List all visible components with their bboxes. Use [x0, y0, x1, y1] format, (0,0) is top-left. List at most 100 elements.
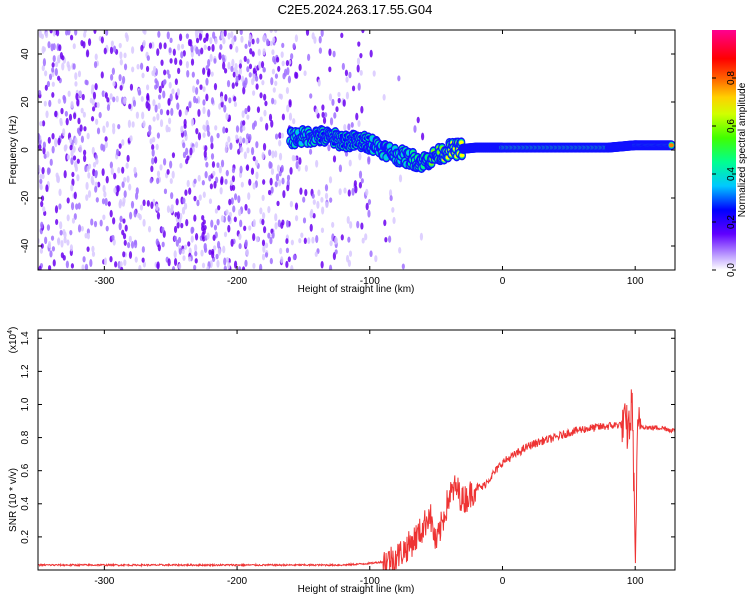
spectrogram-cell — [271, 97, 275, 105]
spectrogram-cell — [291, 154, 295, 162]
spectrogram-cell — [66, 214, 70, 222]
spectrogram-cell — [340, 234, 344, 241]
spectrogram-cell — [262, 179, 266, 185]
spectrogram-cell — [209, 183, 213, 190]
spectrogram-cell — [315, 108, 319, 115]
spectrogram-cell — [190, 58, 195, 66]
spectrogram-cell — [262, 48, 266, 56]
spectrogram-cell — [211, 250, 215, 259]
spectrogram-cell — [110, 73, 114, 81]
spectrogram-cell — [315, 235, 319, 244]
spectrogram-cell — [248, 63, 253, 70]
spectrogram-cell — [202, 106, 206, 115]
spectrogram-cell — [233, 101, 238, 108]
spectrogram-cell — [299, 187, 303, 195]
spectrogram-cell — [104, 136, 108, 142]
spectrogram-cell — [61, 62, 65, 71]
spectrogram-y-label: Frequency (Hz) — [8, 116, 19, 185]
spectrogram-cell — [110, 167, 114, 175]
spectrogram-cell — [72, 145, 76, 153]
spectrogram-cell — [96, 102, 100, 109]
spectrogram-cell — [194, 232, 199, 241]
spectrogram-cell — [74, 81, 78, 87]
spectrogram-cell — [194, 250, 198, 257]
spectrogram-cell — [181, 248, 185, 255]
spectrogram-cell — [346, 216, 350, 224]
spectrogram-cell — [38, 90, 42, 96]
spectrogram-cell — [126, 242, 131, 249]
spectrogram-cell — [138, 214, 142, 221]
spectrogram-cell — [165, 124, 169, 133]
spectrogram-cell — [169, 207, 173, 214]
spectrogram-cell — [289, 167, 293, 175]
spectrogram-cell — [146, 55, 150, 62]
spectrogram-cell — [41, 167, 45, 175]
spectrogram-cell — [173, 225, 178, 234]
spectrogram-cell — [360, 178, 364, 184]
spectrogram-cell — [344, 151, 349, 157]
spectrogram-cell — [320, 196, 324, 203]
spectrogram-cell — [82, 256, 86, 263]
spectrogram-cell — [131, 46, 135, 54]
spectrogram-cell — [91, 245, 95, 253]
y-tick-label: -20 — [20, 190, 31, 205]
spectrogram-cell — [87, 190, 92, 198]
y-tick-label: 0.6 — [20, 463, 31, 477]
spectrogram-cell — [178, 247, 182, 255]
spectrogram-cell — [223, 30, 227, 37]
spectrogram-cell — [115, 95, 119, 103]
spectrogram-cell — [218, 52, 222, 61]
spectrogram-cell — [121, 166, 125, 174]
spectrogram-cell — [274, 150, 278, 158]
spectrogram-cell — [367, 209, 371, 218]
spectrogram-cell — [261, 194, 265, 202]
spectrogram-cell — [201, 180, 205, 186]
spectrogram-cell — [154, 104, 158, 113]
spectrogram-cell — [149, 178, 153, 184]
spectrogram-cell — [52, 259, 56, 267]
spectrogram-cell — [77, 224, 82, 233]
y-tick-label: 1.0 — [20, 397, 31, 411]
spectrogram-cell — [265, 122, 269, 131]
spectrogram-cell — [184, 189, 188, 196]
spectrogram-cell — [294, 215, 299, 222]
spectrogram-cell — [184, 109, 188, 116]
spectrogram-cell — [227, 224, 231, 233]
spectrogram-cell — [213, 58, 217, 64]
spectrogram-cell — [458, 140, 464, 145]
spectrogram-cell — [151, 148, 155, 157]
spectrogram-cell — [214, 208, 218, 214]
spectrogram-cell — [57, 98, 61, 104]
spectrogram-cell — [238, 243, 242, 250]
spectrogram-cell — [151, 157, 155, 165]
spectrogram-cell — [223, 231, 228, 238]
spectrogram-cell — [58, 44, 62, 52]
spectrogram-cell — [136, 63, 140, 70]
spectrogram-cell — [93, 61, 98, 69]
spectrogram-cell — [46, 151, 50, 158]
spectrogram-cell — [112, 81, 116, 87]
spectrogram-cell — [177, 43, 181, 51]
spectrogram-cell — [90, 218, 94, 226]
spectrogram-cell — [180, 222, 184, 229]
spectrogram-cell — [120, 266, 124, 270]
spectrogram-cell — [274, 213, 278, 222]
spectrogram-cell — [216, 162, 220, 168]
spectrogram-cell — [244, 107, 248, 115]
spectrogram-cell — [47, 136, 51, 144]
spectrogram-cell — [63, 96, 67, 104]
spectrogram-cell — [317, 189, 321, 197]
spectrogram-cell — [235, 46, 239, 53]
spectrogram-cell — [95, 197, 99, 203]
spectrogram-cell — [256, 106, 261, 114]
spectrogram-cell — [44, 84, 48, 91]
spectrogram-cell — [268, 161, 272, 169]
spectrogram-cell — [311, 193, 315, 199]
spectrogram-cell — [71, 178, 75, 187]
spectrogram-cell — [227, 261, 231, 270]
spectrogram-cell — [268, 113, 273, 122]
spectrogram-cell — [169, 178, 173, 185]
spectrogram-cell — [84, 232, 88, 239]
spectrogram-cell — [45, 110, 49, 119]
